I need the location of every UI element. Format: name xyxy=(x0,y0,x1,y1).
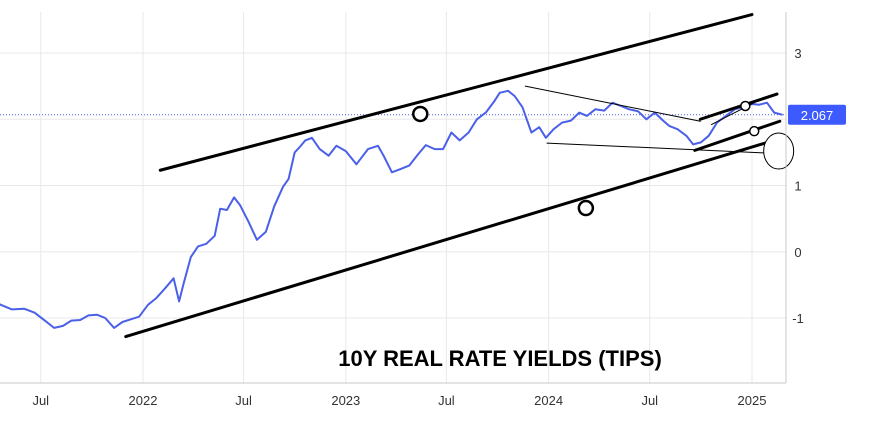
y-tick-label: 3 xyxy=(794,46,801,61)
x-tick-label: Jul xyxy=(438,393,455,408)
x-tick-label: Jul xyxy=(32,393,49,408)
trend-line xyxy=(698,92,779,121)
ellipse-marker xyxy=(763,132,795,170)
markers xyxy=(412,100,795,217)
x-tick-label: 2023 xyxy=(331,393,360,408)
x-tick-label: 2025 xyxy=(738,393,767,408)
trend-line xyxy=(524,85,701,122)
last-value-badge-box xyxy=(788,104,846,125)
x-tick-label: Jul xyxy=(235,393,252,408)
y-tick-label: 0 xyxy=(794,245,801,260)
x-tick-label: 2022 xyxy=(129,393,158,408)
x-tick-label: Jul xyxy=(641,393,658,408)
trend-line xyxy=(124,135,787,339)
trend-lines xyxy=(124,13,787,339)
circle-marker xyxy=(740,100,751,112)
y-tick-label: 1 xyxy=(794,179,801,194)
last-value-badge: 2.067 xyxy=(788,104,846,125)
grid xyxy=(0,12,786,383)
trend-line xyxy=(546,142,784,155)
trend-line xyxy=(158,13,754,172)
chart-title: 10Y REAL RATE YIELDS (TIPS) xyxy=(338,346,662,371)
last-value-label: 2.067 xyxy=(801,108,834,123)
circle-marker xyxy=(748,125,760,137)
trend-line xyxy=(693,119,782,152)
circle-marker xyxy=(577,199,595,217)
circle-marker xyxy=(412,105,429,123)
y-tick-label: -1 xyxy=(792,311,804,326)
series-layer xyxy=(0,89,786,329)
series-line xyxy=(0,89,783,329)
x-tick-label: 2024 xyxy=(534,393,563,408)
